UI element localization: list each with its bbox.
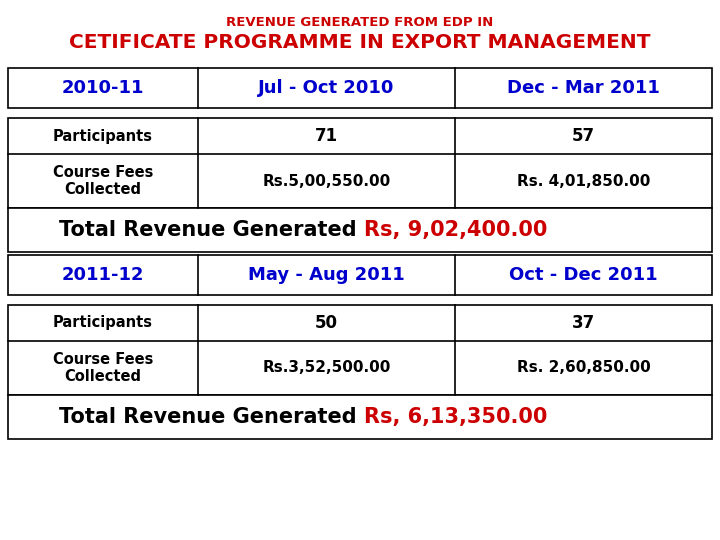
Text: Participants: Participants [53,315,153,330]
Text: 57: 57 [572,127,595,145]
Text: 37: 37 [572,314,595,332]
Text: 2011-12: 2011-12 [62,266,144,284]
Text: Course Fees
Collected: Course Fees Collected [53,352,153,384]
Bar [8,395,712,439]
Text: Rs, 6,13,350.00: Rs, 6,13,350.00 [364,407,547,427]
Text: Dec - Mar 2011: Dec - Mar 2011 [507,79,660,97]
Text: REVENUE GENERATED FROM EDP IN: REVENUE GENERATED FROM EDP IN [226,16,494,29]
Bar [8,118,712,208]
Bar [8,255,712,295]
Text: CETIFICATE PROGRAMME IN EXPORT MANAGEMENT: CETIFICATE PROGRAMME IN EXPORT MANAGEMEN… [69,33,651,52]
Text: Rs.5,00,550.00: Rs.5,00,550.00 [262,173,391,188]
Text: Oct - Dec 2011: Oct - Dec 2011 [509,266,658,284]
Text: Participants: Participants [53,129,153,144]
Bar [8,305,712,395]
Text: Rs. 2,60,850.00: Rs. 2,60,850.00 [517,361,650,375]
Text: Jul - Oct 2010: Jul - Oct 2010 [258,79,395,97]
Text: 71: 71 [315,127,338,145]
Text: 2010-11: 2010-11 [62,79,144,97]
Text: Total Revenue Generated: Total Revenue Generated [58,407,364,427]
Bar [8,208,712,252]
Text: Rs, 9,02,400.00: Rs, 9,02,400.00 [364,220,547,240]
Text: Course Fees
Collected: Course Fees Collected [53,165,153,197]
Bar [8,68,712,108]
Text: Rs.3,52,500.00: Rs.3,52,500.00 [262,361,391,375]
Text: Rs. 4,01,850.00: Rs. 4,01,850.00 [517,173,650,188]
Text: 50: 50 [315,314,338,332]
Text: Total Revenue Generated: Total Revenue Generated [58,220,364,240]
Text: May - Aug 2011: May - Aug 2011 [248,266,405,284]
